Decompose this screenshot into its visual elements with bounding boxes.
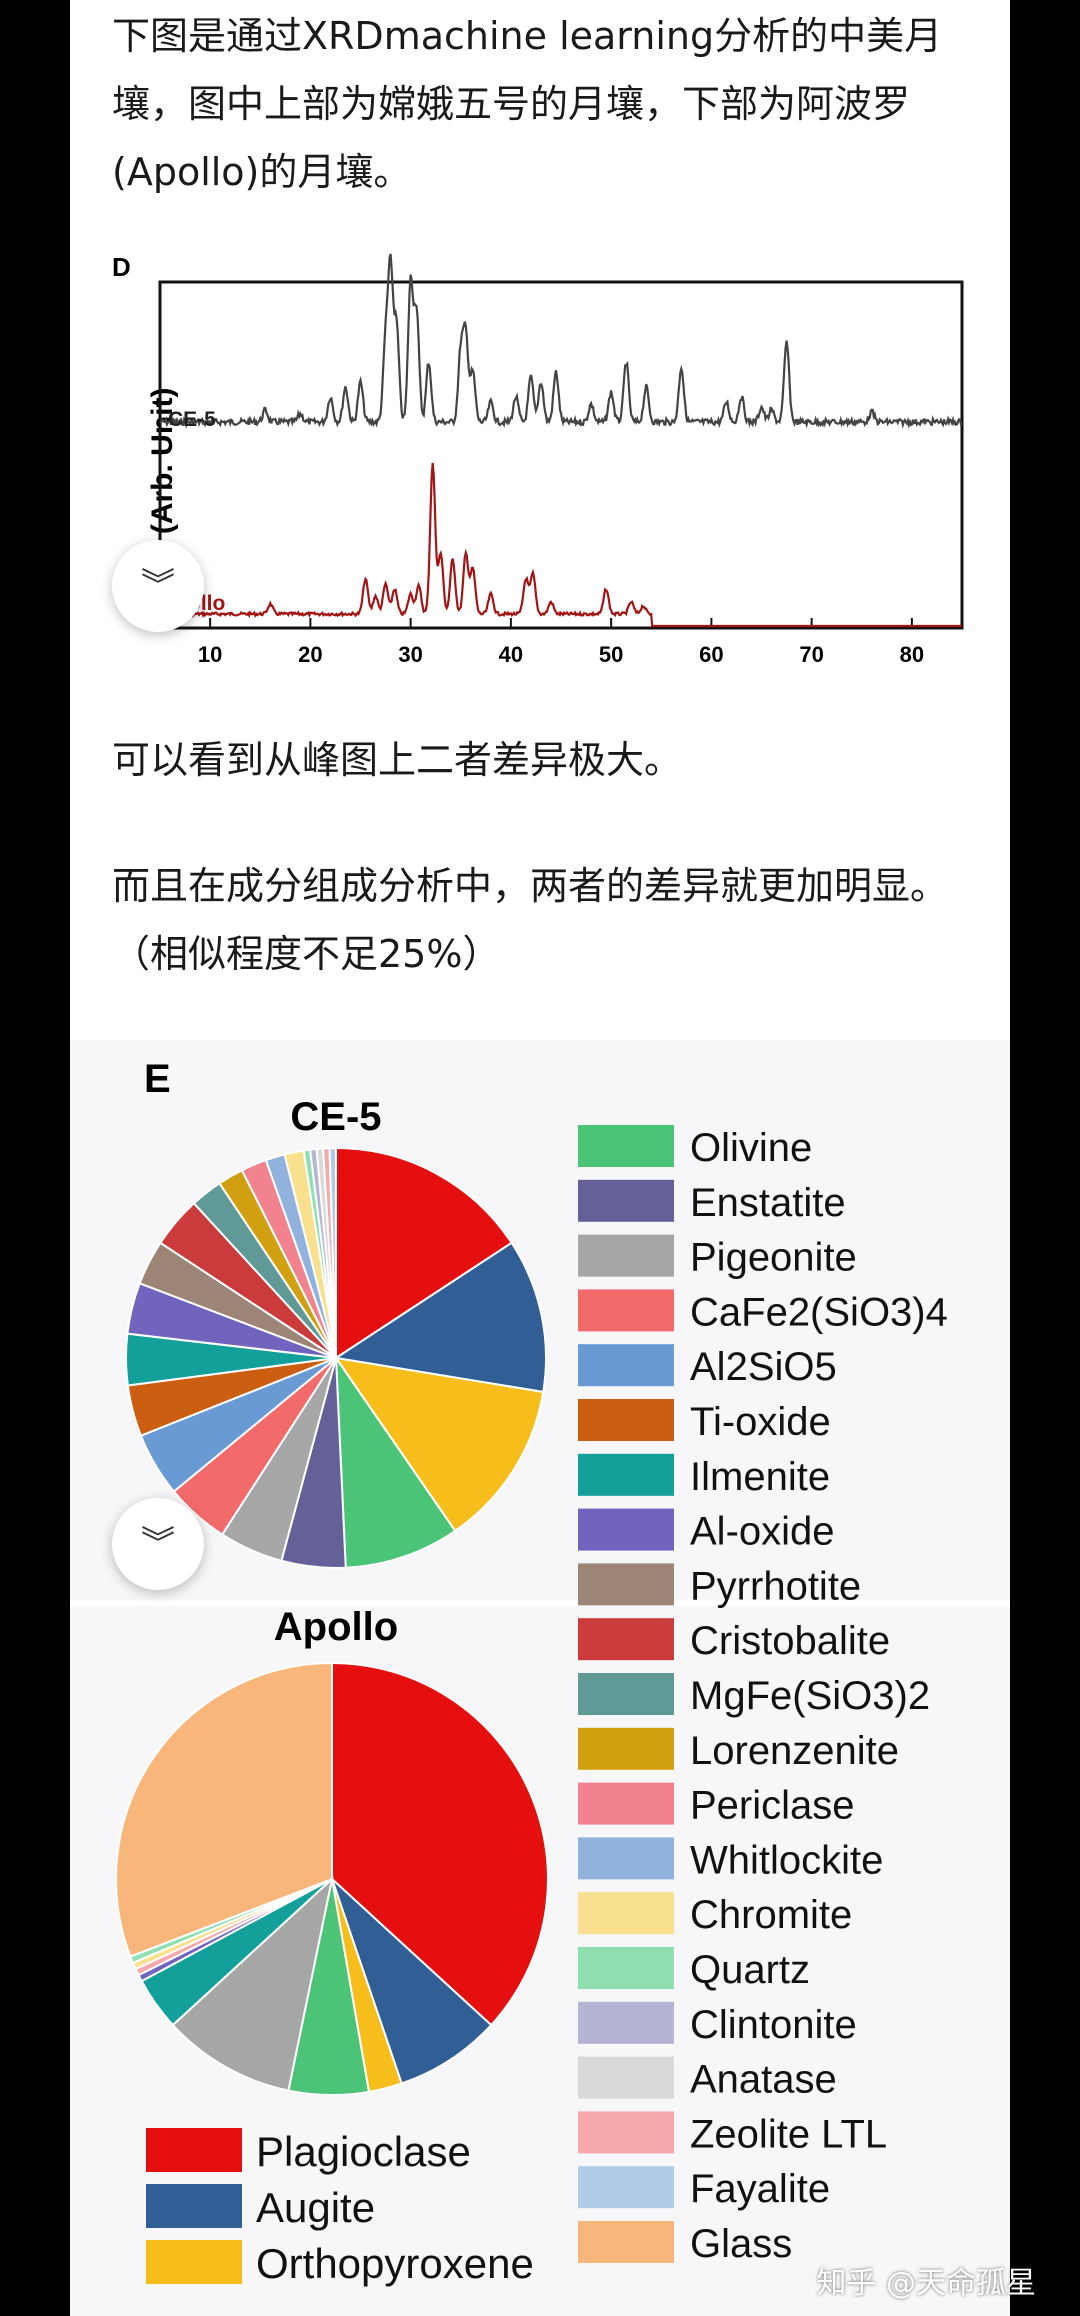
- pie-slice-augite: [331, 1878, 493, 2085]
- x-tick-label: 50: [599, 642, 623, 667]
- legend-label: Enstatite: [690, 1181, 846, 1225]
- legend-label: Plagioclase: [256, 2128, 471, 2175]
- legend-swatch: [578, 1179, 674, 1222]
- legend-label: Ti-oxide: [690, 1400, 831, 1444]
- legend-swatch: [146, 2128, 242, 2172]
- legend-label: Fayalite: [690, 2167, 830, 2211]
- legend-swatch: [578, 1727, 674, 1770]
- x-tick-label: 30: [398, 642, 422, 667]
- panel-label-e: E: [144, 1057, 171, 1101]
- legend-swatch: [578, 1563, 674, 1606]
- legend-label: Augite: [256, 2184, 375, 2231]
- apollo-pie-title: Apollo: [274, 1605, 398, 1649]
- legend-label: Clintonite: [690, 2003, 857, 2047]
- legend-label: Zeolite LTL: [690, 2112, 887, 2156]
- pie-slice-plagioclase: [335, 1146, 514, 1360]
- legend-label: Cristobalite: [690, 1619, 890, 1663]
- chevron-double-down-icon: ︾: [141, 1524, 175, 1564]
- legend-label: Anatase: [690, 2058, 837, 2102]
- ce5-series-label: CE-5: [168, 408, 216, 431]
- x-tick-label: 20: [298, 642, 322, 667]
- legend-swatch: [578, 2221, 674, 2263]
- ce5-pie-title: CE-5: [290, 1095, 381, 1139]
- apollo-pie-chart: [115, 1661, 549, 2096]
- pie-slice-augite: [333, 1241, 547, 1394]
- composition-figure: E CE-5 Apollo Olivine Enstatite Pigeonite C…: [70, 1040, 1010, 2316]
- x-tick-label: 80: [900, 642, 924, 667]
- ce5-pie-chart: [125, 1146, 547, 1569]
- paragraph-composition: 而且在成分组成分析中，两者的差异就更加明显。（相似程度不足25%）: [112, 864, 949, 976]
- legend-bottom: Plagioclase Augite Orthopyroxene: [146, 2128, 534, 2287]
- legend-label: Orthopyroxene: [256, 2240, 534, 2287]
- legend-label: Glass: [690, 2222, 792, 2266]
- pie-slice-fayalite: [328, 1146, 337, 1359]
- legend-label: CaFe2(SiO3)4: [690, 1290, 948, 1334]
- legend-label: Periclase: [690, 1784, 855, 1828]
- legend-swatch: [578, 2056, 674, 2099]
- legend-label: Pyrrhotite: [690, 1564, 861, 1608]
- legend-swatch: [578, 1289, 674, 1332]
- legend-swatch: [578, 1234, 674, 1277]
- legend-swatch: [578, 1125, 674, 1167]
- legend-swatch: [146, 2184, 242, 2228]
- legend-swatch: [578, 1508, 674, 1551]
- legend-label: Chromite: [690, 1893, 852, 1937]
- pie-slice-glass: [115, 1661, 333, 1958]
- legend-label: Quartz: [690, 1948, 810, 1992]
- legend-swatch: [578, 1837, 674, 1880]
- panel-label-d: D: [112, 252, 131, 282]
- zhihu-watermark: 知乎 @天命孤星: [816, 2266, 1036, 2301]
- legend-label: Al-oxide: [690, 1510, 835, 1554]
- x-tick-label: 10: [198, 642, 222, 667]
- legend-swatch: [578, 1947, 674, 1989]
- pie-slice-orthopyroxene: [333, 1356, 545, 1533]
- chevron-double-down-icon: ︾: [141, 566, 175, 606]
- xrd-plot-frame: [158, 280, 964, 630]
- x-tick-label: 60: [699, 642, 723, 667]
- collapse-button[interactable]: ︾: [112, 540, 204, 632]
- legend-swatch: [578, 2111, 674, 2154]
- legend-swatch: [578, 1782, 674, 1825]
- legend-label: Al2SiO5: [690, 1345, 837, 1389]
- legend-label: MgFe(SiO3)2: [690, 1674, 930, 1718]
- pie-slice-olivine: [334, 1354, 457, 1569]
- paragraph-peak-difference: 可以看到从峰图上二者差异极大。: [112, 738, 683, 782]
- xrd-figure: D nsity (Arb. Unit) 10 20 30 40 50 60 70 80 CE-…: [112, 252, 964, 667]
- x-tick-label: 70: [799, 642, 823, 667]
- paragraph-intro: 下图是通过XRDmachine learning分析的中美月壤，图中上部为嫦娥五…: [112, 14, 943, 194]
- pie-slice-plagioclase: [331, 1661, 549, 2027]
- legend-label: Olivine: [690, 1126, 812, 1170]
- legend-swatch: [578, 1892, 674, 1935]
- legend-label: Whitlockite: [690, 1838, 883, 1882]
- legend-label: Ilmenite: [690, 1455, 830, 1499]
- article-page: 下图是通过XRDmachine learning分析的中美月壤，图中上部为嫦娥五…: [70, 0, 1010, 2316]
- legend-swatch: [578, 1618, 674, 1661]
- legend-label: Lorenzenite: [690, 1729, 899, 1773]
- pie-slice-pigeonite: [171, 1876, 334, 2092]
- legend-swatch: [578, 1673, 674, 1715]
- legend-swatch: [578, 1399, 674, 1441]
- legend-swatch: [578, 1344, 674, 1387]
- legend-swatch: [578, 2166, 674, 2209]
- legend-swatch: [146, 2240, 242, 2284]
- legend-swatch: [578, 1453, 674, 1496]
- apollo-xrd-line: [159, 462, 962, 628]
- x-tick-label: 40: [499, 642, 523, 667]
- legend-right: Olivine Enstatite Pigeonite CaFe2(SiO3)4 Al2…: [578, 1125, 948, 2266]
- legend-swatch: [578, 2001, 674, 2044]
- legend-label: Pigeonite: [690, 1236, 857, 1280]
- collapse-button[interactable]: ︾: [112, 1498, 204, 1590]
- ce5-xrd-line: [159, 253, 963, 429]
